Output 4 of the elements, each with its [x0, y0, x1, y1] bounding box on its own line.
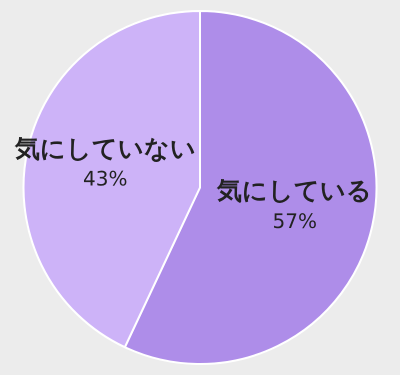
slice-label: 気にしている — [216, 176, 372, 206]
data-label: 57% — [272, 208, 317, 233]
data-label: 43% — [83, 166, 128, 191]
slice-label: 気にしていない — [14, 134, 196, 163]
